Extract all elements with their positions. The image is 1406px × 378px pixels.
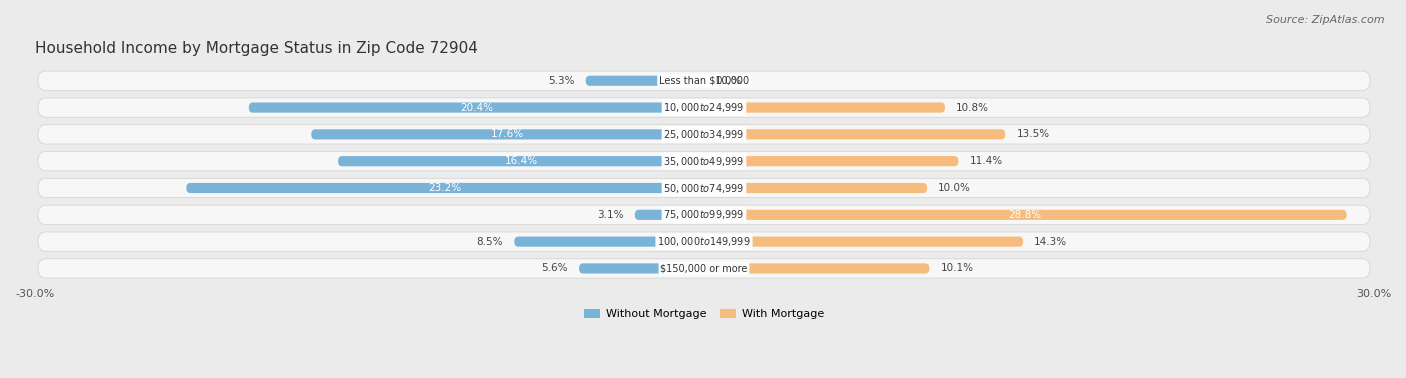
FancyBboxPatch shape bbox=[337, 156, 704, 166]
FancyBboxPatch shape bbox=[38, 125, 1369, 144]
Text: 17.6%: 17.6% bbox=[491, 129, 524, 139]
Text: 8.5%: 8.5% bbox=[477, 237, 503, 246]
FancyBboxPatch shape bbox=[704, 129, 1005, 139]
Text: 3.1%: 3.1% bbox=[598, 210, 624, 220]
FancyBboxPatch shape bbox=[38, 232, 1369, 251]
FancyBboxPatch shape bbox=[636, 210, 704, 220]
Text: Less than $10,000: Less than $10,000 bbox=[659, 76, 749, 86]
Text: Source: ZipAtlas.com: Source: ZipAtlas.com bbox=[1267, 15, 1385, 25]
FancyBboxPatch shape bbox=[311, 129, 704, 139]
Text: 5.3%: 5.3% bbox=[548, 76, 575, 86]
Text: Household Income by Mortgage Status in Zip Code 72904: Household Income by Mortgage Status in Z… bbox=[35, 42, 478, 56]
FancyBboxPatch shape bbox=[704, 156, 959, 166]
FancyBboxPatch shape bbox=[38, 259, 1369, 278]
Text: 13.5%: 13.5% bbox=[1017, 129, 1049, 139]
FancyBboxPatch shape bbox=[249, 102, 704, 113]
FancyBboxPatch shape bbox=[704, 102, 945, 113]
Text: $50,000 to $74,999: $50,000 to $74,999 bbox=[664, 181, 745, 195]
Text: $10,000 to $24,999: $10,000 to $24,999 bbox=[664, 101, 745, 114]
Text: $150,000 or more: $150,000 or more bbox=[661, 263, 748, 273]
FancyBboxPatch shape bbox=[704, 183, 927, 193]
Legend: Without Mortgage, With Mortgage: Without Mortgage, With Mortgage bbox=[579, 304, 828, 324]
Text: 28.8%: 28.8% bbox=[1008, 210, 1042, 220]
Text: 10.1%: 10.1% bbox=[941, 263, 973, 273]
FancyBboxPatch shape bbox=[515, 237, 704, 247]
Text: 10.0%: 10.0% bbox=[938, 183, 972, 193]
FancyBboxPatch shape bbox=[187, 183, 704, 193]
FancyBboxPatch shape bbox=[704, 263, 929, 274]
FancyBboxPatch shape bbox=[38, 71, 1369, 90]
FancyBboxPatch shape bbox=[704, 237, 1024, 247]
FancyBboxPatch shape bbox=[38, 152, 1369, 171]
Text: 23.2%: 23.2% bbox=[429, 183, 461, 193]
Text: 20.4%: 20.4% bbox=[460, 102, 494, 113]
FancyBboxPatch shape bbox=[38, 178, 1369, 198]
FancyBboxPatch shape bbox=[38, 98, 1369, 117]
Text: 11.4%: 11.4% bbox=[970, 156, 1002, 166]
Text: 0.0%: 0.0% bbox=[716, 76, 741, 86]
Text: $35,000 to $49,999: $35,000 to $49,999 bbox=[664, 155, 745, 168]
FancyBboxPatch shape bbox=[704, 210, 1347, 220]
Text: 10.8%: 10.8% bbox=[956, 102, 990, 113]
Text: 16.4%: 16.4% bbox=[505, 156, 537, 166]
Text: 14.3%: 14.3% bbox=[1035, 237, 1067, 246]
Text: $75,000 to $99,999: $75,000 to $99,999 bbox=[664, 208, 745, 221]
Text: $25,000 to $34,999: $25,000 to $34,999 bbox=[664, 128, 745, 141]
Text: 5.6%: 5.6% bbox=[541, 263, 568, 273]
Text: $100,000 to $149,999: $100,000 to $149,999 bbox=[657, 235, 751, 248]
FancyBboxPatch shape bbox=[38, 205, 1369, 225]
FancyBboxPatch shape bbox=[579, 263, 704, 274]
FancyBboxPatch shape bbox=[586, 76, 704, 86]
